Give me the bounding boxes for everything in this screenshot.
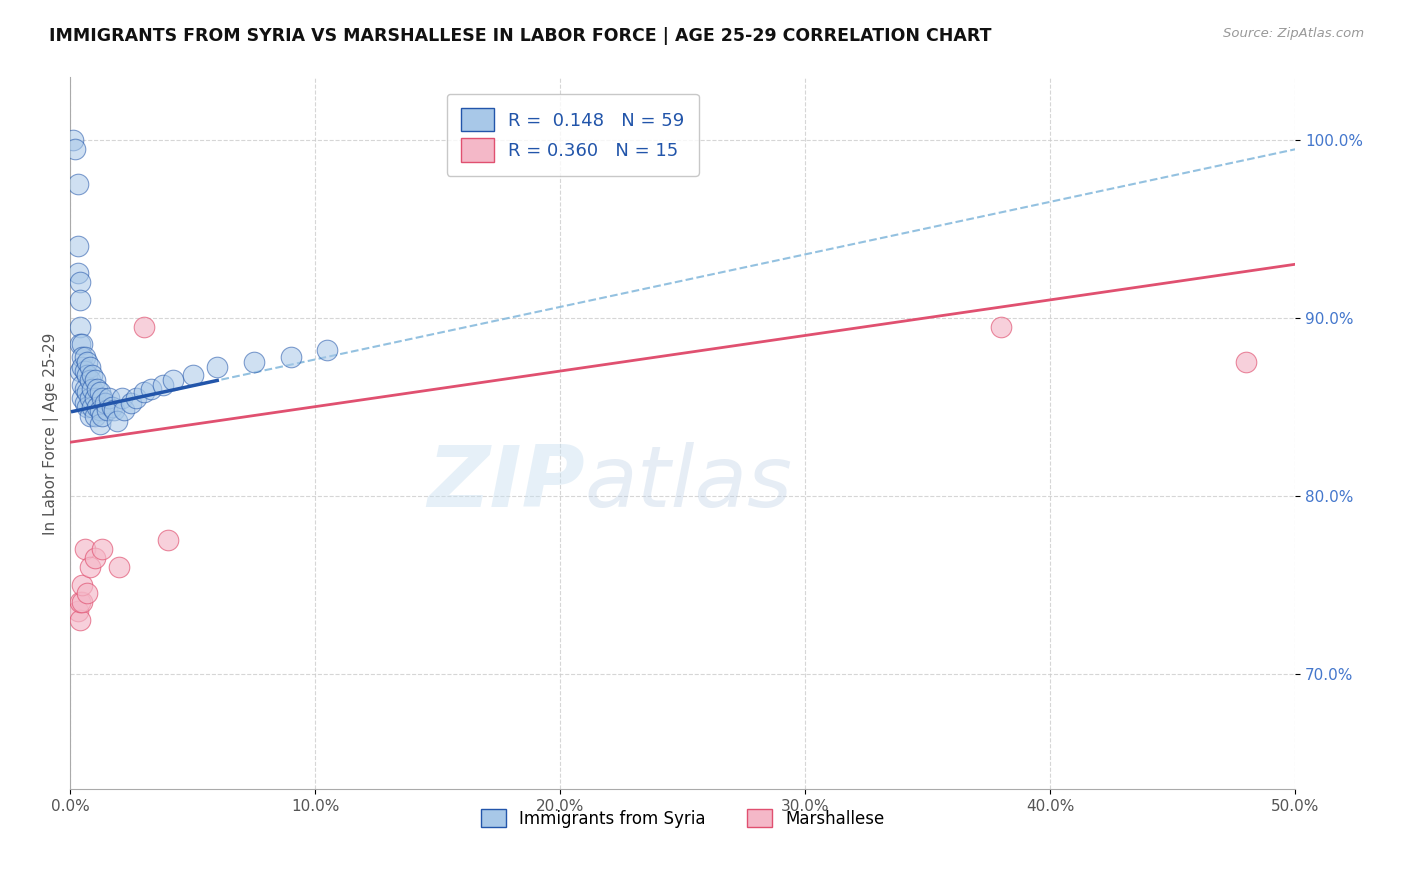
Point [91, 409, 114, 423]
Point [66, 604, 89, 618]
Point [1234, 355, 1257, 369]
Legend: Immigrants from Syria, Marshallese: Immigrants from Syria, Marshallese [474, 803, 891, 834]
Text: ZIP: ZIP [427, 442, 585, 524]
Point [112, 403, 135, 417]
Point [105, 414, 128, 428]
Point [69, 293, 91, 307]
Point [316, 343, 339, 357]
Point [111, 391, 134, 405]
Point [86, 400, 108, 414]
Text: atlas: atlas [585, 442, 793, 524]
Point [89, 385, 111, 400]
Point [69, 364, 91, 378]
Point [157, 533, 180, 547]
Point [76, 368, 98, 382]
Point [62, 133, 84, 147]
Point [76, 586, 98, 600]
Point [91, 391, 114, 405]
Point [72, 378, 94, 392]
Point [73, 350, 96, 364]
Point [103, 403, 125, 417]
Point [93, 396, 115, 410]
Point [76, 385, 98, 400]
Point [243, 355, 266, 369]
Point [72, 577, 94, 591]
Point [72, 337, 94, 351]
Point [121, 396, 143, 410]
Point [82, 368, 104, 382]
Point [82, 382, 104, 396]
Point [79, 559, 101, 574]
Point [69, 319, 91, 334]
Point [72, 391, 94, 405]
Point [101, 400, 124, 414]
Point [69, 613, 91, 627]
Point [82, 400, 104, 414]
Point [66, 266, 89, 280]
Point [79, 373, 101, 387]
Point [73, 382, 96, 396]
Point [72, 350, 94, 364]
Point [91, 541, 114, 556]
Point [73, 541, 96, 556]
Point [79, 391, 101, 405]
Point [69, 275, 91, 289]
Point [205, 360, 228, 375]
Point [72, 360, 94, 375]
Text: IMMIGRANTS FROM SYRIA VS MARSHALLESE IN LABOR FORCE | AGE 25-29 CORRELATION CHAR: IMMIGRANTS FROM SYRIA VS MARSHALLESE IN … [49, 27, 991, 45]
Point [69, 337, 91, 351]
Point [98, 391, 121, 405]
Point [83, 550, 105, 565]
Point [66, 239, 89, 253]
Point [86, 382, 108, 396]
Y-axis label: In Labor Force | Age 25-29: In Labor Force | Age 25-29 [44, 332, 59, 534]
Point [152, 378, 174, 392]
Point [73, 364, 96, 378]
Point [79, 409, 101, 423]
Point [76, 355, 98, 369]
Point [83, 373, 105, 387]
Point [280, 350, 302, 364]
Point [76, 400, 98, 414]
Point [139, 382, 162, 396]
Point [72, 595, 94, 609]
Point [89, 403, 111, 417]
Point [181, 368, 204, 382]
Point [83, 391, 105, 405]
Point [66, 178, 89, 192]
Point [73, 396, 96, 410]
Point [63, 142, 86, 156]
Point [162, 373, 184, 387]
Point [108, 559, 131, 574]
Text: Source: ZipAtlas.com: Source: ZipAtlas.com [1223, 27, 1364, 40]
Point [69, 595, 91, 609]
Point [132, 385, 155, 400]
Point [96, 403, 118, 417]
Point [89, 417, 111, 432]
Point [132, 319, 155, 334]
Point [79, 360, 101, 375]
Point [83, 409, 105, 423]
Point [125, 391, 148, 405]
Point [990, 319, 1012, 334]
